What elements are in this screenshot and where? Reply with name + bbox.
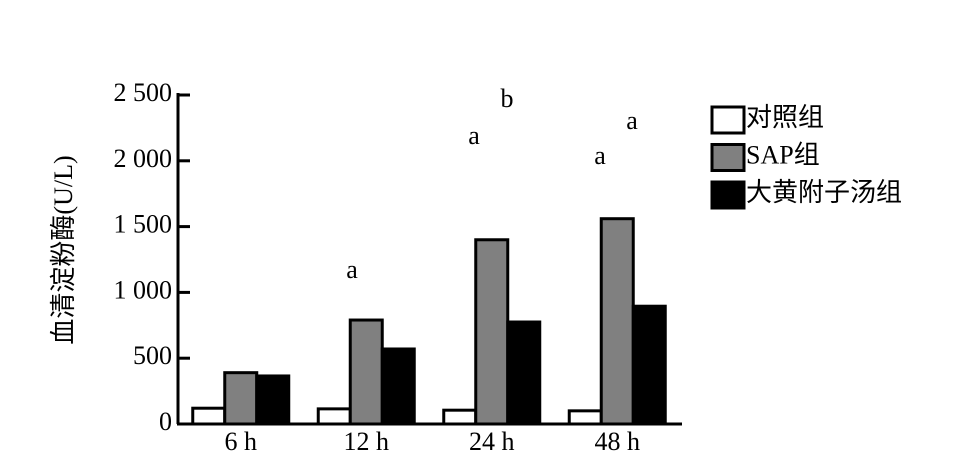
x-tick-label: 12 h [344,427,390,456]
bar [442,408,478,426]
bar [255,374,291,426]
y-tick-label: 2 500 [114,78,173,107]
x-tick-label: 48 h [595,427,641,456]
y-axis-label: 血清淀粉酶(U/L) [49,155,78,344]
bar [506,320,542,426]
y-tick-label: 1 500 [114,210,173,239]
annotation: a [626,106,638,135]
legend-swatch [710,143,746,172]
annotation: a [594,141,606,170]
bar [631,304,667,426]
y-tick-label: 2 000 [114,144,173,173]
bar [348,318,384,426]
legend-swatch [710,180,746,210]
bar [567,409,603,426]
annotation: a [468,121,480,150]
x-tick-label: 6 h [225,427,258,456]
y-tick-label: 0 [159,407,172,436]
y-tick-label: 500 [133,341,172,370]
legend-label: 大黄附子汤组 [746,178,902,207]
annotation: a [346,255,358,284]
annotation: b [501,84,514,113]
y-tick-label: 1 000 [114,275,173,304]
bar [474,238,510,426]
bar [316,407,352,426]
bar [223,371,259,426]
bar [191,406,227,426]
x-tick-label: 24 h [469,427,515,456]
legend-label: 对照组 [746,103,824,132]
bar [599,217,635,426]
bar [380,347,416,426]
legend-swatch [710,105,746,135]
legend-label: SAP组 [746,140,820,169]
